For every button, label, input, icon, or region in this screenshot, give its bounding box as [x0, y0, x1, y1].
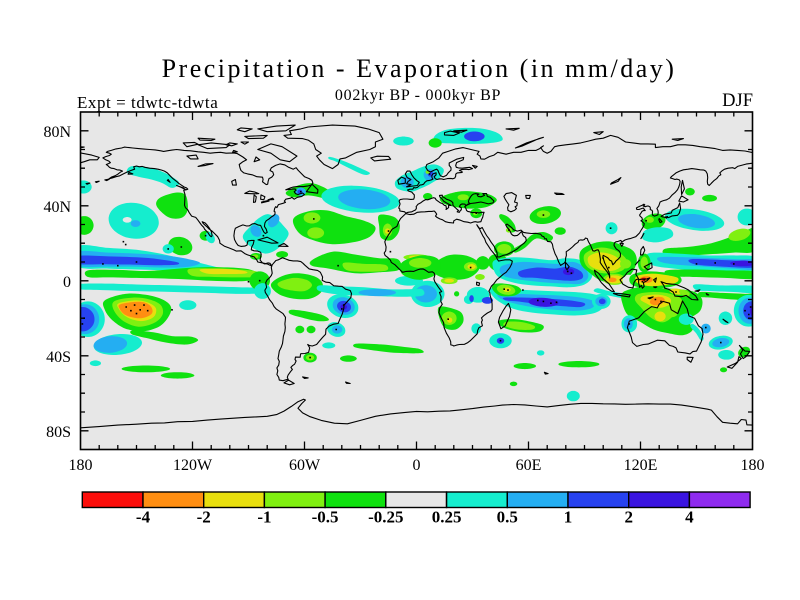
svg-text:2: 2	[624, 508, 633, 527]
svg-text:180: 180	[741, 457, 765, 474]
svg-text:120E: 120E	[624, 457, 658, 474]
svg-text:80S: 80S	[46, 424, 71, 441]
svg-text:0.5: 0.5	[497, 508, 518, 527]
svg-text:-4: -4	[136, 508, 151, 527]
svg-text:0: 0	[413, 457, 421, 474]
svg-text:180: 180	[69, 457, 93, 474]
svg-text:-2: -2	[197, 508, 211, 527]
svg-text:120W: 120W	[173, 457, 213, 474]
svg-text:Expt = tdwtc-tdwta: Expt = tdwtc-tdwta	[77, 93, 218, 112]
svg-text:60W: 60W	[289, 457, 321, 474]
svg-text:-0.25: -0.25	[368, 508, 403, 527]
svg-text:40S: 40S	[46, 349, 71, 366]
svg-text:-1: -1	[257, 508, 271, 527]
svg-text:DJF: DJF	[722, 91, 753, 111]
svg-text:-0.5: -0.5	[312, 508, 339, 527]
svg-text:002kyr BP - 000kyr BP: 002kyr BP - 000kyr BP	[335, 87, 501, 104]
svg-text:40N: 40N	[43, 199, 71, 216]
svg-text:Precipitation - Evaporation (i: Precipitation - Evaporation (in mm/day)	[162, 54, 677, 83]
svg-text:0.25: 0.25	[432, 508, 462, 527]
svg-text:4: 4	[685, 508, 694, 527]
svg-text:1: 1	[564, 508, 573, 527]
svg-text:0: 0	[63, 274, 71, 291]
svg-text:60E: 60E	[516, 457, 542, 474]
svg-text:80N: 80N	[43, 124, 71, 141]
